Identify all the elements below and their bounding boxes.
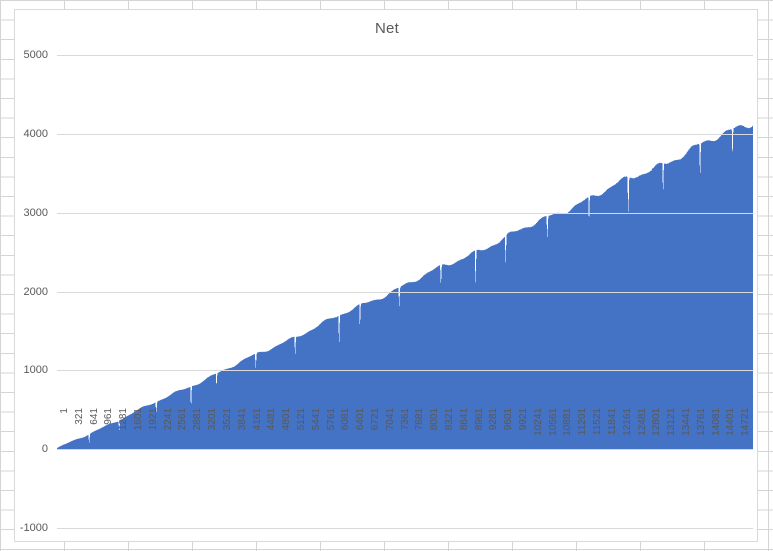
x-axis-tick-label: 1601 (133, 408, 145, 431)
y-axis-tick-label: 4000 (23, 127, 48, 140)
x-axis-tick-label: 8321 (444, 408, 456, 431)
y-gridline (57, 370, 753, 372)
y-gridline (57, 291, 753, 293)
x-axis-tick-label: 11201 (577, 408, 589, 436)
x-axis-tick-label: 4801 (281, 408, 293, 431)
y-gridline (57, 133, 753, 135)
x-axis-tick-label: 1 (59, 408, 70, 414)
x-axis-tick-label: 1281 (118, 408, 130, 431)
x-axis-tick-label: 14081 (710, 408, 722, 436)
x-axis-tick-label: 5441 (310, 408, 322, 431)
bar-series-canvas[interactable] (57, 55, 753, 449)
x-axis-tick-label: 5761 (325, 408, 337, 431)
x-axis-tick-label: 8641 (458, 408, 470, 431)
x-axis-tick-label: 12161 (621, 408, 633, 436)
y-gridline (57, 55, 753, 56)
x-axis-tick-label: 5121 (295, 408, 307, 431)
x-axis-tick-label: 3201 (207, 408, 219, 431)
x-axis-tick-label: 10881 (562, 408, 574, 436)
x-axis-tick-label: 8961 (473, 408, 485, 431)
x-axis-tick-label: 2241 (162, 408, 174, 431)
y-axis-tick-label: 0 (41, 443, 48, 456)
x-axis-tick-label: 11841 (606, 408, 618, 436)
y-axis-tick-label: 5000 (23, 49, 48, 61)
y-gridline (57, 212, 753, 214)
x-axis-tick-label: 9921 (518, 408, 530, 431)
x-axis-tick-label: 7041 (384, 408, 396, 431)
chart-object[interactable]: Net 5000 4000 3000 2000 1000 0 -1000 1 321 641 96… (14, 9, 758, 542)
x-axis-tick-label: 6401 (355, 408, 367, 431)
x-axis-tick-label: 8001 (429, 408, 441, 431)
x-axis-tick-label: 2881 (192, 408, 204, 431)
x-axis-tick-label: 13121 (666, 408, 678, 436)
x-axis-tick-label: 7681 (414, 408, 426, 431)
plot-area[interactable]: 5000 4000 3000 2000 1000 0 -1000 (20, 49, 753, 534)
y-axis-tick-label: 3000 (23, 206, 48, 219)
x-axis-tick-label: 10241 (532, 408, 544, 436)
x-axis-tick-label: 7361 (399, 408, 411, 431)
x-axis-tick-label: 2561 (177, 408, 189, 431)
x-axis-tick-label: 12481 (636, 408, 648, 436)
y-gridline (57, 449, 753, 451)
x-axis-tick-label: 11521 (592, 408, 604, 436)
x-axis-tick-label: 641 (88, 408, 100, 425)
x-axis-tick-label: 14721 (740, 408, 752, 436)
y-gridline (57, 528, 753, 529)
x-axis-tick-label: 9601 (503, 408, 515, 431)
x-axis-tick-label: 10561 (547, 408, 559, 436)
y-axis-tick-label: 2000 (23, 285, 48, 298)
x-axis-tick-label: 321 (73, 408, 85, 425)
y-axis-tick-label: -1000 (19, 522, 48, 534)
x-axis-tick-label: 13761 (695, 408, 707, 436)
x-axis-tick-label: 1921 (147, 408, 159, 431)
x-axis-tick-label: 6721 (369, 408, 381, 431)
x-axis-tick-label: 12801 (651, 408, 663, 436)
x-axis-tick-label: 3521 (221, 408, 233, 431)
x-axis-tick-label: 13441 (680, 408, 692, 436)
y-axis-tick-label: 1000 (23, 364, 48, 377)
x-axis-tick-label: 4161 (251, 408, 263, 431)
x-axis-tick-label: 961 (103, 408, 115, 425)
x-axis-tick-label: 6081 (340, 408, 352, 431)
x-axis-tick-label: 14401 (725, 408, 737, 436)
x-axis-tick-label: 4481 (266, 408, 278, 431)
x-axis-tick-label: 9281 (488, 408, 500, 431)
chart-title[interactable]: Net (375, 20, 399, 37)
bar-series[interactable] (57, 55, 753, 449)
x-axis-tick-label: 3841 (236, 408, 248, 431)
